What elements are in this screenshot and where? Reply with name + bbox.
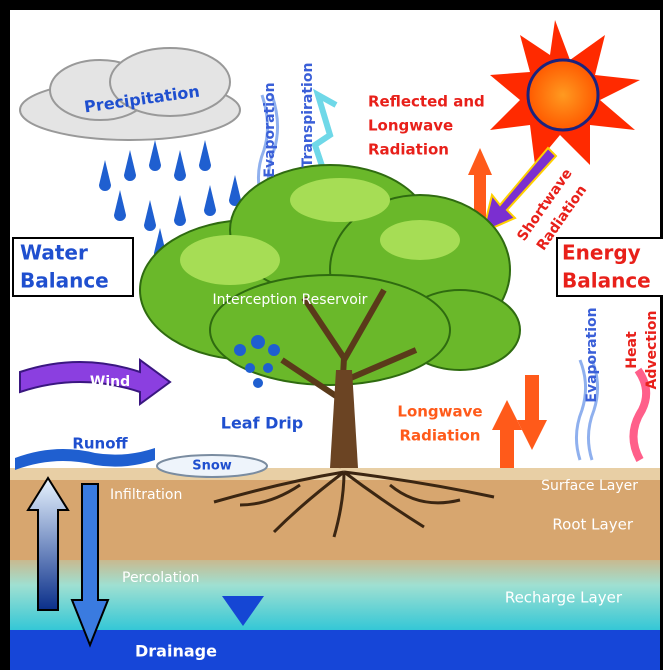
evaporation-wisp-right — [575, 359, 599, 461]
root-layer — [10, 480, 660, 560]
label: Evaporation — [262, 82, 278, 177]
label: Radiation — [368, 141, 449, 159]
cloud — [19, 47, 241, 141]
drainage-arrow — [70, 483, 110, 648]
label: Infiltration — [110, 487, 182, 503]
reflected-arrow — [468, 148, 492, 225]
label: Interception Reservoir — [213, 292, 368, 308]
label: Energy — [562, 241, 641, 265]
label: Root Layer — [552, 516, 633, 534]
label: Transpiration — [300, 63, 316, 168]
wind-arrow — [19, 358, 172, 406]
heat-wisp — [629, 367, 651, 462]
label: Snow — [192, 459, 232, 474]
label: Leaf Drip — [221, 414, 303, 433]
label: Drainage — [135, 642, 217, 661]
leaf-drip-drops — [234, 335, 280, 388]
energy-balance-box — [556, 237, 663, 297]
label: Longwave — [397, 403, 482, 421]
label: Water — [20, 241, 88, 265]
roots — [213, 470, 495, 538]
transpiration-wisp — [311, 88, 338, 176]
canopy-highlight — [180, 178, 460, 285]
infiltration-arrow — [26, 476, 70, 611]
drainage-layer — [10, 630, 660, 670]
trunk-branches — [280, 288, 418, 469]
label: Heat — [624, 331, 640, 369]
runoff-flow — [15, 448, 155, 470]
label: Balance — [562, 269, 651, 293]
label: Wind — [90, 374, 130, 390]
label: Runoff — [72, 435, 128, 453]
shortwave-arrow — [481, 146, 558, 234]
label: Percolation — [122, 570, 200, 586]
longwave-up — [492, 400, 522, 468]
trunk — [330, 370, 358, 468]
label: Balance — [20, 269, 109, 293]
water-table — [222, 596, 264, 626]
label: Surface Layer — [541, 478, 638, 494]
water-balance-box — [12, 237, 134, 297]
rain — [99, 140, 241, 259]
label: Reflected and — [368, 93, 485, 111]
longwave-down — [517, 375, 547, 450]
label: Advection — [644, 311, 660, 390]
label: Radiation — [400, 427, 481, 445]
label: Longwave — [368, 117, 453, 135]
snow-patch — [156, 454, 268, 478]
label: Recharge Layer — [505, 589, 623, 607]
sun — [526, 58, 600, 132]
label: Evaporation — [584, 307, 600, 402]
recharge-layer — [10, 560, 660, 632]
